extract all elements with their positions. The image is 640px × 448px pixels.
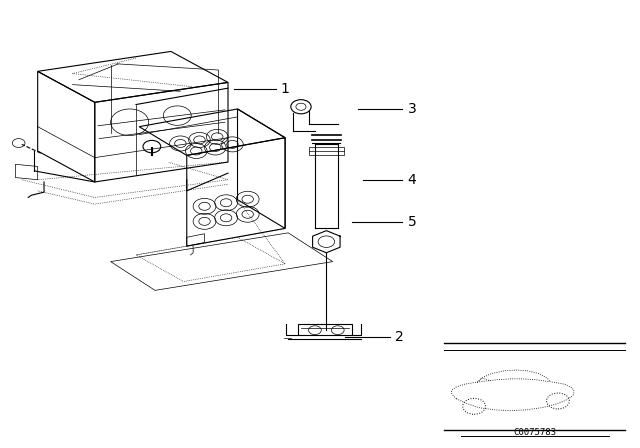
Text: 5: 5: [408, 215, 416, 229]
Text: 3: 3: [408, 102, 416, 116]
Text: 1: 1: [281, 82, 289, 96]
Text: 4: 4: [408, 173, 416, 187]
Text: C0075783: C0075783: [513, 428, 556, 437]
Text: 2: 2: [395, 330, 404, 344]
